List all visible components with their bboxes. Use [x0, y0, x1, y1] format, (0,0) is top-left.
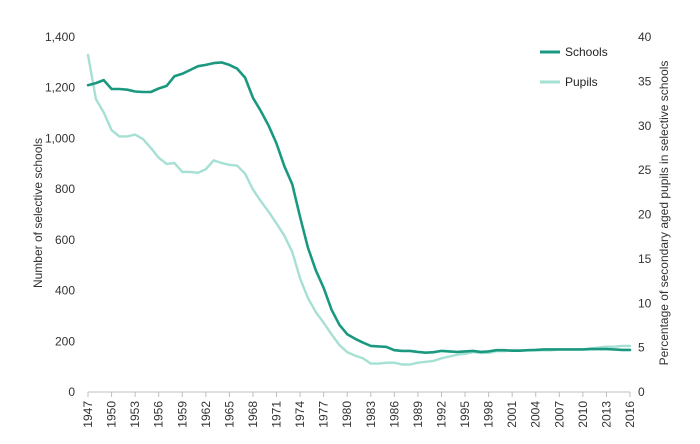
x-tick-label: 1992	[434, 401, 448, 428]
x-tick-label: 1947	[81, 401, 95, 428]
x-tick-label: 1980	[340, 401, 354, 428]
y-tick-label: 0	[68, 385, 75, 399]
y2-axis-title: Percentage of secondary aged pupils in s…	[657, 61, 671, 366]
y2-tick-label: 0	[638, 385, 645, 399]
x-tick-label: 1968	[246, 401, 260, 428]
y2-tick-label: 15	[638, 252, 652, 266]
legend: Schools Pupils	[540, 45, 608, 89]
x-tick-label: 1998	[482, 401, 496, 428]
x-tick-label: 1959	[175, 401, 189, 428]
legend-label-pupils: Pupils	[565, 75, 598, 89]
series-line-schools	[86, 61, 632, 355]
x-axis-ticks: 1947 1950 1953 1956 1959 1962 1965 1968 1971 1974…	[81, 392, 637, 428]
y-tick-label: 800	[55, 182, 75, 196]
series-line-pupils	[86, 53, 632, 366]
y2-tick-label: 5	[638, 341, 645, 355]
x-tick-label: 1971	[270, 401, 284, 428]
y-tick-label: 200	[55, 334, 75, 348]
y-tick-label: 1,000	[45, 131, 75, 145]
y2-tick-label: 35	[638, 74, 652, 88]
y2-axis-ticks: 0 5 10 15 20 25 30 35 40	[638, 30, 652, 399]
x-tick-label: 1962	[199, 401, 213, 428]
x-tick-label: 2013	[599, 401, 613, 428]
x-tick-label: 1974	[293, 401, 307, 428]
y2-tick-label: 30	[638, 119, 652, 133]
y-axis-title: Number of selective schools	[31, 138, 45, 288]
x-tick-label: 2007	[552, 401, 566, 428]
x-tick-label: 1989	[411, 401, 425, 428]
x-tick-label: 2016	[623, 401, 637, 428]
y-tick-label: 1,200	[45, 81, 75, 95]
plot-area: 1947 1950 1953 1956 1959 1962 1965 1968 1971 1974…	[45, 30, 652, 428]
x-tick-label: 2004	[529, 401, 543, 428]
x-tick-label: 1986	[387, 401, 401, 428]
x-tick-label: 1950	[105, 401, 119, 428]
x-tick-label: 1995	[458, 401, 472, 428]
x-tick-label: 2010	[576, 401, 590, 428]
legend-label-schools: Schools	[565, 45, 608, 59]
x-tick-label: 2001	[505, 401, 519, 428]
x-tick-label: 1983	[364, 401, 378, 428]
y2-tick-label: 10	[638, 296, 652, 310]
y-axis-ticks: 0 200 400 600 800 1,000 1,200 1,400	[45, 30, 75, 399]
y2-tick-label: 40	[638, 30, 652, 44]
y2-tick-label: 20	[638, 208, 652, 222]
y-tick-label: 1,400	[45, 30, 75, 44]
y2-tick-label: 25	[638, 163, 652, 177]
y-tick-label: 400	[55, 284, 75, 298]
x-tick-label: 1977	[317, 401, 331, 428]
y-tick-label: 600	[55, 233, 75, 247]
x-tick-label: 1965	[222, 401, 236, 428]
x-tick-label: 1953	[128, 401, 142, 428]
x-tick-label: 1956	[152, 401, 166, 428]
series-lines	[86, 53, 632, 366]
